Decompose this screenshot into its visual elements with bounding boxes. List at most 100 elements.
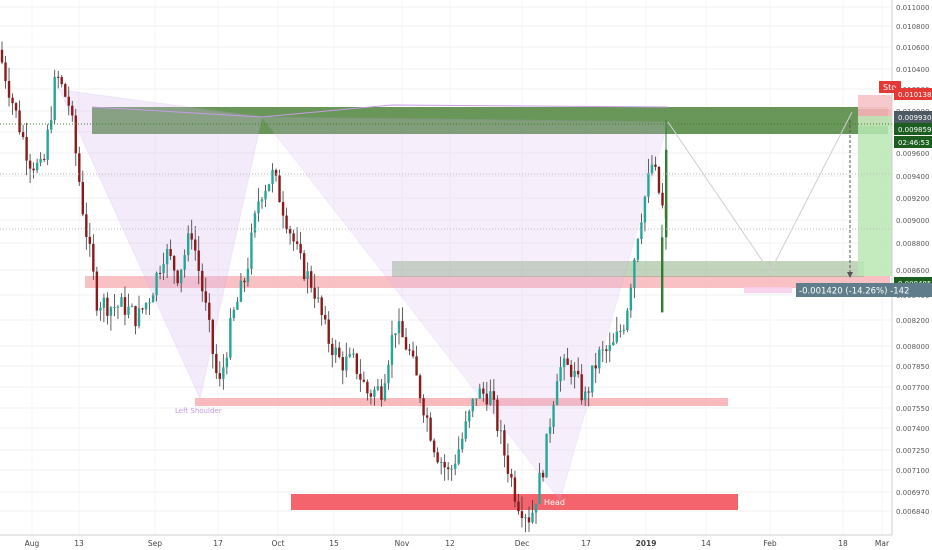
candle-body	[541, 472, 545, 478]
candle-body	[622, 329, 626, 331]
candle-body	[362, 379, 366, 382]
candle-body	[390, 335, 394, 365]
candle-body	[464, 421, 467, 439]
candle-body	[99, 307, 102, 311]
candle-body	[158, 272, 162, 274]
candle-body	[218, 373, 222, 379]
candle-body	[267, 184, 271, 191]
candle-body	[144, 303, 148, 310]
candle-body	[520, 511, 524, 518]
x-axis[interactable]	[0, 534, 932, 550]
candle-body	[605, 349, 608, 351]
candle-body	[446, 467, 450, 470]
candle-body	[151, 295, 155, 303]
candle-body	[615, 331, 619, 343]
candle-body	[506, 455, 510, 474]
candle-body	[162, 264, 165, 274]
x-tick-label: Nov	[395, 539, 410, 548]
candle-body	[264, 190, 267, 200]
y-tick-label: 0.006970	[896, 489, 929, 497]
left-shoulder-triangle	[59, 89, 263, 400]
candle-body	[260, 199, 264, 202]
candle-body	[439, 462, 443, 464]
candle-body	[74, 115, 77, 154]
candle-body	[229, 318, 232, 358]
candle-body	[411, 350, 415, 357]
x-tick-label: 13	[74, 539, 84, 548]
x-tick-label: 14	[701, 539, 711, 548]
candle-body	[443, 462, 446, 468]
candle-body	[327, 319, 330, 344]
candle-body	[102, 297, 106, 308]
candle-body	[292, 233, 295, 242]
candle-body	[538, 472, 541, 504]
candle-body	[376, 386, 380, 390]
candle-body	[320, 297, 323, 316]
candle-body	[517, 501, 520, 512]
candle-body	[309, 271, 313, 288]
candle-body	[429, 417, 432, 441]
candle-body	[116, 306, 120, 308]
candle-body	[482, 388, 485, 394]
candle-body	[348, 354, 352, 357]
candle-body	[401, 321, 404, 338]
y-tick-label: 0.008200	[896, 317, 929, 325]
candle-body	[559, 367, 562, 382]
candle-body	[654, 164, 657, 167]
candle-body	[612, 342, 615, 346]
candle-body	[194, 239, 197, 251]
candle-body	[331, 343, 334, 356]
candle-body	[253, 213, 257, 233]
candle-body	[222, 367, 225, 379]
candle-body	[576, 370, 580, 375]
candle-body	[28, 160, 32, 169]
y-tick-label: 0.008000	[896, 343, 929, 351]
candle-body	[92, 243, 95, 272]
candle-body	[580, 374, 583, 401]
measure-arrow	[847, 272, 853, 278]
candle-body	[14, 103, 18, 111]
candle-body	[647, 173, 650, 197]
timer-label: 02:46:53	[898, 139, 929, 147]
candle-body	[299, 243, 302, 254]
candle-body	[306, 271, 309, 280]
candle-body	[345, 356, 348, 371]
x-tick-label: Oct	[272, 539, 285, 548]
candle-body	[18, 110, 21, 133]
candle-body	[137, 308, 141, 327]
candle-body	[527, 517, 531, 523]
candle-body	[548, 426, 552, 434]
candle-body	[281, 202, 285, 216]
candle-body	[594, 365, 597, 369]
candle-body	[422, 398, 425, 416]
candle-body	[46, 129, 49, 160]
candle-body	[120, 297, 123, 307]
candle-body	[650, 164, 654, 174]
candle-body	[408, 349, 411, 351]
y-tick-label: 0.011000	[896, 4, 929, 12]
left-shoulder-zone	[195, 398, 728, 406]
candle-body	[334, 347, 337, 356]
head-triangle	[260, 116, 669, 502]
candle-body	[478, 388, 481, 399]
candle-body	[278, 175, 281, 203]
candle-body	[88, 236, 92, 244]
candle-body	[555, 381, 559, 405]
candle-body	[569, 364, 573, 377]
candle-body	[499, 430, 503, 432]
candle-body	[510, 473, 513, 478]
candle-body	[250, 232, 253, 269]
top-connector-line	[91, 104, 669, 118]
candle-body	[271, 170, 274, 185]
candle-body	[141, 308, 144, 310]
candle-body	[288, 229, 292, 234]
candle-body	[165, 249, 169, 265]
x-tick-label: Sep	[148, 539, 162, 548]
candle-body	[109, 307, 113, 316]
candle-body	[225, 357, 229, 368]
candle-body	[485, 393, 489, 405]
candle-body	[397, 321, 401, 334]
candle-body	[566, 358, 569, 365]
price-label-3: 0.009859	[898, 126, 931, 134]
